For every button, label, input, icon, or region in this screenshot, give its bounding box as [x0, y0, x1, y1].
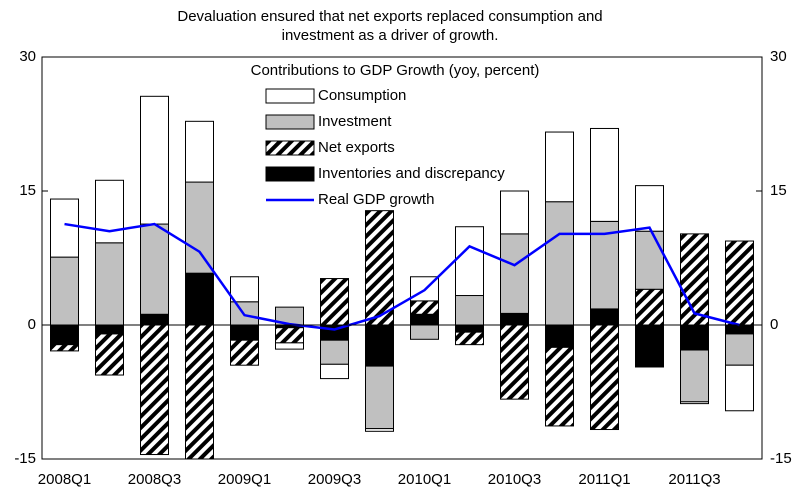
bar-segment: [230, 339, 259, 366]
bar-segment: [725, 324, 754, 335]
bar-segment: [275, 342, 304, 350]
bar-segment: [455, 295, 484, 326]
x-tick-label: 2009Q3: [308, 471, 361, 488]
bar-segment: [545, 346, 574, 427]
y2-tick-label: 15: [770, 182, 787, 199]
bar-segment: [185, 272, 214, 326]
bar-segment: [185, 181, 214, 274]
bar-segment: [680, 324, 709, 351]
bar-segment: [185, 324, 214, 460]
bar-segment: [50, 344, 79, 352]
bar-segment: [140, 95, 169, 225]
bar-segment: [185, 120, 214, 183]
bar-segment: [95, 242, 124, 326]
bar-segment: [95, 179, 124, 244]
legend-label: Inventories and discrepancy: [318, 165, 505, 182]
line: [64, 222, 740, 331]
bar-segment: [410, 313, 439, 326]
y-tick-label: 30: [19, 48, 36, 65]
bar-segment: [365, 428, 394, 432]
bar-segment: [410, 324, 439, 340]
bar-segment: [320, 339, 349, 365]
bar-segment: [140, 313, 169, 326]
bar-segment: [50, 324, 79, 346]
legend-label: Net exports: [318, 139, 395, 156]
bar-segment: [680, 401, 709, 405]
bar-segment: [455, 226, 484, 297]
legend-label: Investment: [318, 113, 392, 130]
legend-title: Contributions to GDP Growth (yoy, percen…: [251, 62, 540, 79]
y2-tick-label: 30: [770, 48, 787, 65]
bar-segment: [500, 190, 529, 235]
chart-title: investment as a driver of growth.: [282, 27, 499, 44]
bar-segment: [95, 333, 124, 376]
legend-swatch: [265, 114, 315, 130]
bar-segment: [140, 223, 169, 315]
x-tick-label: 2011Q3: [668, 471, 720, 488]
bar-segment: [365, 365, 394, 430]
bar-segment: [635, 230, 664, 290]
bar-segment: [50, 198, 79, 258]
legend-label: Real GDP growth: [318, 191, 434, 208]
bar-segment: [140, 324, 169, 456]
bar-segment: [365, 210, 394, 326]
bar-segment: [410, 300, 439, 315]
x-tick-label: 2010Q3: [488, 471, 541, 488]
bar-segment: [635, 324, 664, 368]
bar-segment: [275, 327, 304, 344]
bar-segment: [590, 308, 619, 326]
x-tick-label: 2008Q3: [128, 471, 181, 488]
bar-segment: [545, 201, 574, 326]
legend-swatch: [265, 88, 315, 104]
chart-title: Devaluation ensured that net exports rep…: [177, 8, 602, 25]
bar-segment: [230, 276, 259, 303]
x-tick-label: 2008Q1: [38, 471, 91, 488]
bar-segment: [545, 324, 574, 348]
bar-segment: [725, 333, 754, 366]
y2-tick-label: 0: [770, 316, 778, 333]
bar-segment: [500, 324, 529, 400]
bar-segment: [455, 324, 484, 333]
y-tick-label: 15: [19, 182, 36, 199]
legend-label: Consumption: [318, 87, 406, 104]
bar-segment: [545, 131, 574, 203]
x-tick-label: 2010Q1: [398, 471, 451, 488]
bar-segment: [365, 324, 394, 367]
x-tick-label: 2011Q1: [578, 471, 630, 488]
bar-segment: [590, 127, 619, 222]
bar-segment: [50, 256, 79, 326]
bar-segment: [500, 312, 529, 326]
bar-segment: [725, 240, 754, 326]
plot-border: [41, 56, 763, 460]
bar-segment: [635, 185, 664, 232]
bar-segment: [680, 233, 709, 326]
bar-segment: [320, 363, 349, 380]
y2-tick-label: -15: [770, 450, 792, 467]
y-tick-label: 0: [28, 316, 36, 333]
bar-segment: [95, 324, 124, 335]
bar-segment: [455, 331, 484, 346]
bar-segment: [500, 233, 529, 314]
x-tick-label: 2009Q1: [218, 471, 271, 488]
bar-segment: [590, 220, 619, 310]
bar-segment: [230, 324, 259, 341]
legend-swatch: [265, 140, 315, 156]
y-tick-label: -15: [14, 450, 36, 467]
bar-segment: [680, 349, 709, 403]
bar-segment: [590, 324, 619, 431]
bar-segment: [725, 364, 754, 412]
bar-segment: [320, 278, 349, 326]
legend-swatch: [265, 166, 315, 182]
bar-segment: [635, 288, 664, 326]
